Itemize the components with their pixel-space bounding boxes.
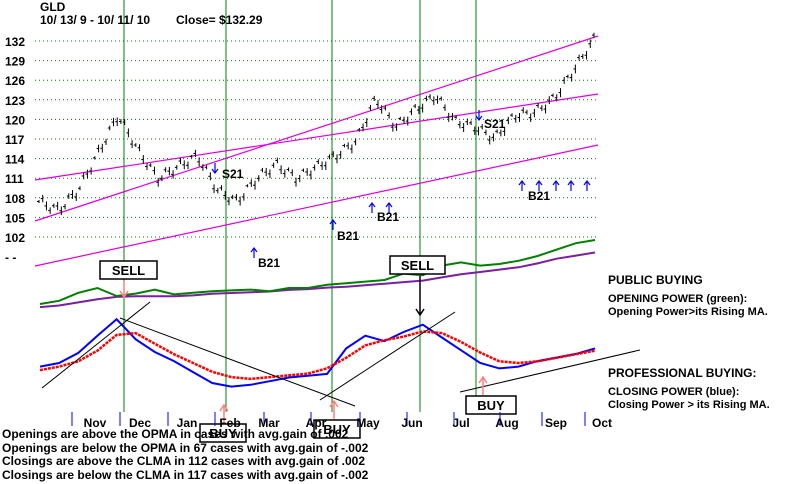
buy-arrow (583, 180, 591, 191)
legend-opening-desc: Opening Power>its Rising MA. (608, 306, 768, 318)
buy-marker-2: BUY (313, 419, 361, 439)
sell-arrow-2 (415, 276, 425, 317)
y-tick-label: 102 (5, 231, 25, 245)
y-tick-label: - - (5, 251, 16, 265)
sell-label-2: SELL (401, 258, 434, 273)
signal-label-s21-1: S21 (222, 167, 244, 181)
y-tick-label: 126 (5, 74, 25, 88)
buy-marker-1: BUY (199, 423, 247, 443)
x-axis: Nov Dec Jan Feb Mar Apr May Jun Jul Aug Sep Oct (71, 412, 612, 430)
sell-arrow (211, 163, 219, 174)
buy-arrow-2 (329, 399, 339, 419)
channel-line (34, 93, 599, 181)
trendline (41, 301, 151, 389)
buy-arrow (368, 202, 376, 213)
y-tick-label: 111 (5, 172, 24, 186)
stats-line-3: Closings are above the CLMA in 112 cases… (2, 454, 366, 469)
buy-label-2: BUY (323, 422, 351, 437)
chart-close: Close= $132.29 (176, 13, 263, 27)
buy-marker-3: BUY (465, 395, 517, 415)
buy-arrow (518, 180, 526, 191)
sell-marker-2: SELL (389, 255, 446, 275)
opening-power-panel (39, 239, 596, 309)
x-tick-label: Apr (306, 416, 327, 430)
y-tick-label: 129 (5, 55, 25, 69)
y-tick-label: 117 (5, 133, 25, 147)
closing-power-panel (39, 317, 596, 388)
signal-label-b21-4: B21 (528, 189, 550, 203)
closing-power-trendlines (41, 276, 641, 423)
y-tick-label: 132 (5, 35, 25, 49)
buy-arrow (535, 180, 543, 191)
trendline (459, 349, 641, 393)
x-tick-label: Mar (258, 416, 280, 430)
x-tick-label: Nov (84, 416, 107, 430)
signal-label-b21-2: B21 (337, 229, 359, 243)
y-tick-label: 114 (5, 153, 25, 167)
x-tick-label: Aug (495, 416, 518, 430)
x-tick-label: Oct (592, 416, 612, 430)
closing-power-ma-line (39, 330, 596, 381)
price-bars (37, 32, 595, 216)
signal-label-b21-1: B21 (258, 256, 280, 270)
y-tick-labels: 132 129 126 123 120 117 114 111 108 105 102 - - (5, 35, 25, 265)
legend-closing-desc: Closing Power > its Rising MA. (608, 399, 770, 411)
x-tick-label: Sep (545, 416, 567, 430)
x-tick-label: Jan (177, 416, 198, 430)
signal-arrows (211, 110, 591, 258)
x-tick-label: Dec (129, 416, 151, 430)
trendline (319, 311, 456, 401)
buy-arrow (552, 180, 560, 191)
price-grid (35, 40, 598, 238)
signal-label-b21-3: B21 (377, 210, 399, 224)
x-tick-label: Jun (401, 416, 422, 430)
channel-line (34, 35, 599, 222)
sell-arrow (475, 110, 483, 121)
y-tick-label: 123 (5, 94, 25, 108)
buy-arrow (385, 202, 393, 213)
stats-line-4: Closings are below the CLMA in 117 cases… (2, 467, 369, 482)
closing-power-line (39, 317, 596, 388)
chart-ticker: GLD (40, 0, 66, 14)
chart-period: 10/ 13/ 9 - 10/ 11/ 10 (40, 13, 150, 27)
buy-arrow (567, 180, 575, 191)
sell-marker-1: SELL (99, 260, 158, 280)
sell-label-1: SELL (112, 263, 145, 278)
x-tick-label: May (356, 416, 380, 430)
signal-label-s21-2: S21 (484, 117, 506, 131)
buy-label-1: BUY (209, 426, 237, 441)
channel-line (34, 144, 599, 267)
y-tick-label: 105 (5, 211, 25, 225)
opening-power-line (39, 239, 596, 305)
buy-arrow-1 (219, 403, 229, 423)
trendline (119, 317, 356, 407)
signal-vertical-lines (123, 0, 477, 412)
stats-line-2: Openings are below the OPMA in 67 cases … (2, 440, 369, 455)
legend-opening-title: OPENING POWER (green): (608, 293, 747, 305)
buy-arrow-3 (478, 375, 488, 395)
y-tick-label: 108 (5, 192, 25, 206)
y-tick-label: 120 (5, 113, 25, 127)
price-channel (34, 35, 599, 267)
x-tick-label: Jul (452, 416, 469, 430)
buy-arrow (250, 247, 258, 258)
buy-arrow (329, 219, 337, 230)
legend-public-title: PUBLIC BUYING (608, 273, 703, 287)
opening-power-ma-line (39, 251, 596, 309)
legend-closing-title: CLOSING POWER (blue): (608, 386, 739, 398)
x-tick-label: Feb (219, 416, 240, 430)
sell-arrow-1 (119, 281, 129, 299)
buy-label-3: BUY (477, 398, 505, 413)
legend-pro-title: PROFESSIONAL BUYING: (608, 366, 756, 380)
stats-block: Openings are above the OPMA in cases wit… (2, 427, 369, 482)
stats-line-1: Openings are above the OPMA in cases wit… (2, 427, 349, 441)
